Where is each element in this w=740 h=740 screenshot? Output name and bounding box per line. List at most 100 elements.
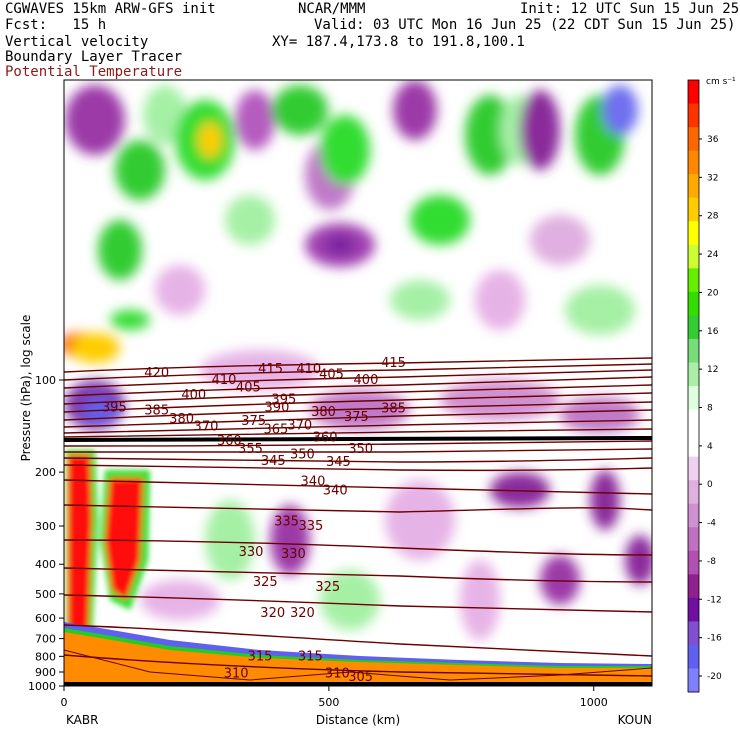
colorbar: 36 32 28 24 20 16 12 8 4 0 -4 -8 -12 -16 -20 [687, 79, 722, 693]
theta-contour-label: 355 [238, 442, 263, 457]
colorbar-band [688, 456, 699, 481]
x-tick-label: 1000 [580, 696, 608, 709]
colorbar-tick-label: 16 [707, 327, 719, 337]
theta-contour-label: 375 [344, 410, 369, 425]
colorbar-band [688, 268, 699, 293]
theta-contour-label: 350 [290, 447, 315, 462]
theta-contour-label: 345 [261, 454, 286, 469]
theta-contour-label: 345 [326, 455, 351, 470]
y-tick-label: 300 [35, 520, 56, 533]
init-time: Init: 12 UTC Sun 15 Jun 25 [520, 1, 740, 17]
theta-contour-label: 340 [323, 484, 348, 499]
left-station-label: KABR [66, 713, 98, 727]
colorbar-tick-label: 24 [707, 250, 719, 260]
theta-contour-label: 415 [258, 362, 283, 377]
colorbar-tick-label: -20 [707, 672, 722, 682]
colorbar-unit: cm s⁻¹ [706, 77, 736, 87]
colorbar-band [688, 668, 699, 693]
valid-time: Valid: 03 UTC Mon 16 Jun 25 (22 CDT Sun … [314, 17, 736, 33]
colorbar-band [688, 550, 699, 575]
theta-contour-label: 400 [354, 373, 379, 388]
colorbar-band [688, 338, 699, 363]
colorbar-band [688, 409, 699, 434]
colorbar-band [688, 103, 699, 128]
theta-contour-label: 400 [181, 388, 206, 403]
y-tick-label: 700 [35, 633, 56, 646]
colorbar-band [688, 527, 699, 552]
y-tick-label: 100 [35, 374, 56, 387]
plot-frame [63, 79, 653, 687]
colorbar-band [688, 244, 699, 269]
theta-contour-label: 340 [301, 475, 326, 490]
theta-contour-label: 370 [194, 420, 219, 435]
theta-contour-label: 390 [265, 401, 290, 416]
colorbar-tick-label: -8 [707, 557, 716, 567]
theta-contours [64, 357, 652, 677]
theta-contour-label: 420 [144, 366, 169, 381]
y-tick-label: 600 [35, 612, 56, 625]
colorbar-band [688, 574, 699, 599]
theta-contour-label: 360 [313, 430, 338, 445]
colorbar-tick-label: 20 [707, 288, 719, 298]
vertical-velocity-shading [64, 80, 652, 686]
theta-contour-label: 370 [287, 419, 312, 434]
theta-contour-label: 405 [319, 368, 344, 383]
cross-section-coords: XY= 187.4,173.8 to 191.8,100.1 [272, 34, 525, 50]
theta-contour-label: 415 [381, 356, 406, 371]
theta-contour-label: 320 [260, 606, 285, 621]
colorbar-band [688, 80, 699, 105]
colorbar-band [688, 597, 699, 622]
colorbar-band [688, 362, 699, 387]
y-tick-label: 1000 [28, 680, 56, 693]
colorbar-band [688, 480, 699, 505]
theta-contour-label: 325 [315, 580, 340, 595]
colorbar-band [688, 644, 699, 669]
colorbar-tick-label: 32 [707, 173, 718, 183]
y-tick-label: 500 [35, 588, 56, 601]
theta-contour-label: 310 [224, 666, 249, 681]
theta-contour-label: 360 [217, 434, 242, 449]
theta-contour-label: 315 [248, 649, 273, 664]
colorbar-tick-label: -16 [707, 634, 722, 644]
colorbar-band [688, 433, 699, 458]
theta-contour-label: 330 [281, 547, 306, 562]
colorbar-band [688, 221, 699, 246]
colorbar-band [688, 197, 699, 222]
theta-contour-label: 375 [241, 414, 266, 429]
theta-contour-label: 380 [311, 405, 336, 420]
theta-contour-label: 320 [290, 606, 315, 621]
forecast-hour: Fcst: 15 h [5, 17, 107, 33]
theta-contour-label: 395 [271, 393, 296, 408]
colorbar-tick-label: 28 [707, 212, 719, 222]
theta-contour-label: 385 [144, 404, 169, 419]
theta-contour-label: 335 [298, 519, 323, 534]
colorbar-band [688, 174, 699, 199]
theta-contour-label: 385 [381, 402, 406, 417]
y-tick-label: 800 [35, 650, 56, 663]
colorbar-tick-label: 12 [707, 365, 718, 375]
model-title: CGWAVES 15km ARW-GFS init [5, 1, 216, 17]
colorbar-band [688, 386, 699, 411]
x-tick-label: 0 [61, 696, 68, 709]
theta-contour-label: 350 [348, 442, 373, 457]
y-axis-label: Pressure (hPa), log scale [19, 315, 33, 462]
y-tick-label: 400 [35, 558, 56, 571]
colorbar-tick-label: -12 [707, 595, 722, 605]
y-tick-label: 900 [35, 666, 56, 679]
right-station-label: KOUN [618, 713, 652, 727]
colorbar-band [688, 291, 699, 316]
theta-contour-label: 330 [239, 545, 264, 560]
field-vertical-velocity: Vertical velocity [5, 34, 149, 50]
field-boundary-layer-tracer: Boundary Layer Tracer [5, 49, 183, 65]
colorbar-band [688, 150, 699, 175]
theta-contour-label: 335 [274, 514, 299, 529]
colorbar-tick-label: 36 [707, 135, 719, 145]
theta-contour-label: 410 [296, 362, 321, 377]
theta-contour-label: 405 [236, 381, 261, 396]
colorbar-tick-label: 8 [707, 404, 713, 414]
theta-contour-label: 325 [253, 575, 278, 590]
x-tick-label: 500 [318, 696, 339, 709]
